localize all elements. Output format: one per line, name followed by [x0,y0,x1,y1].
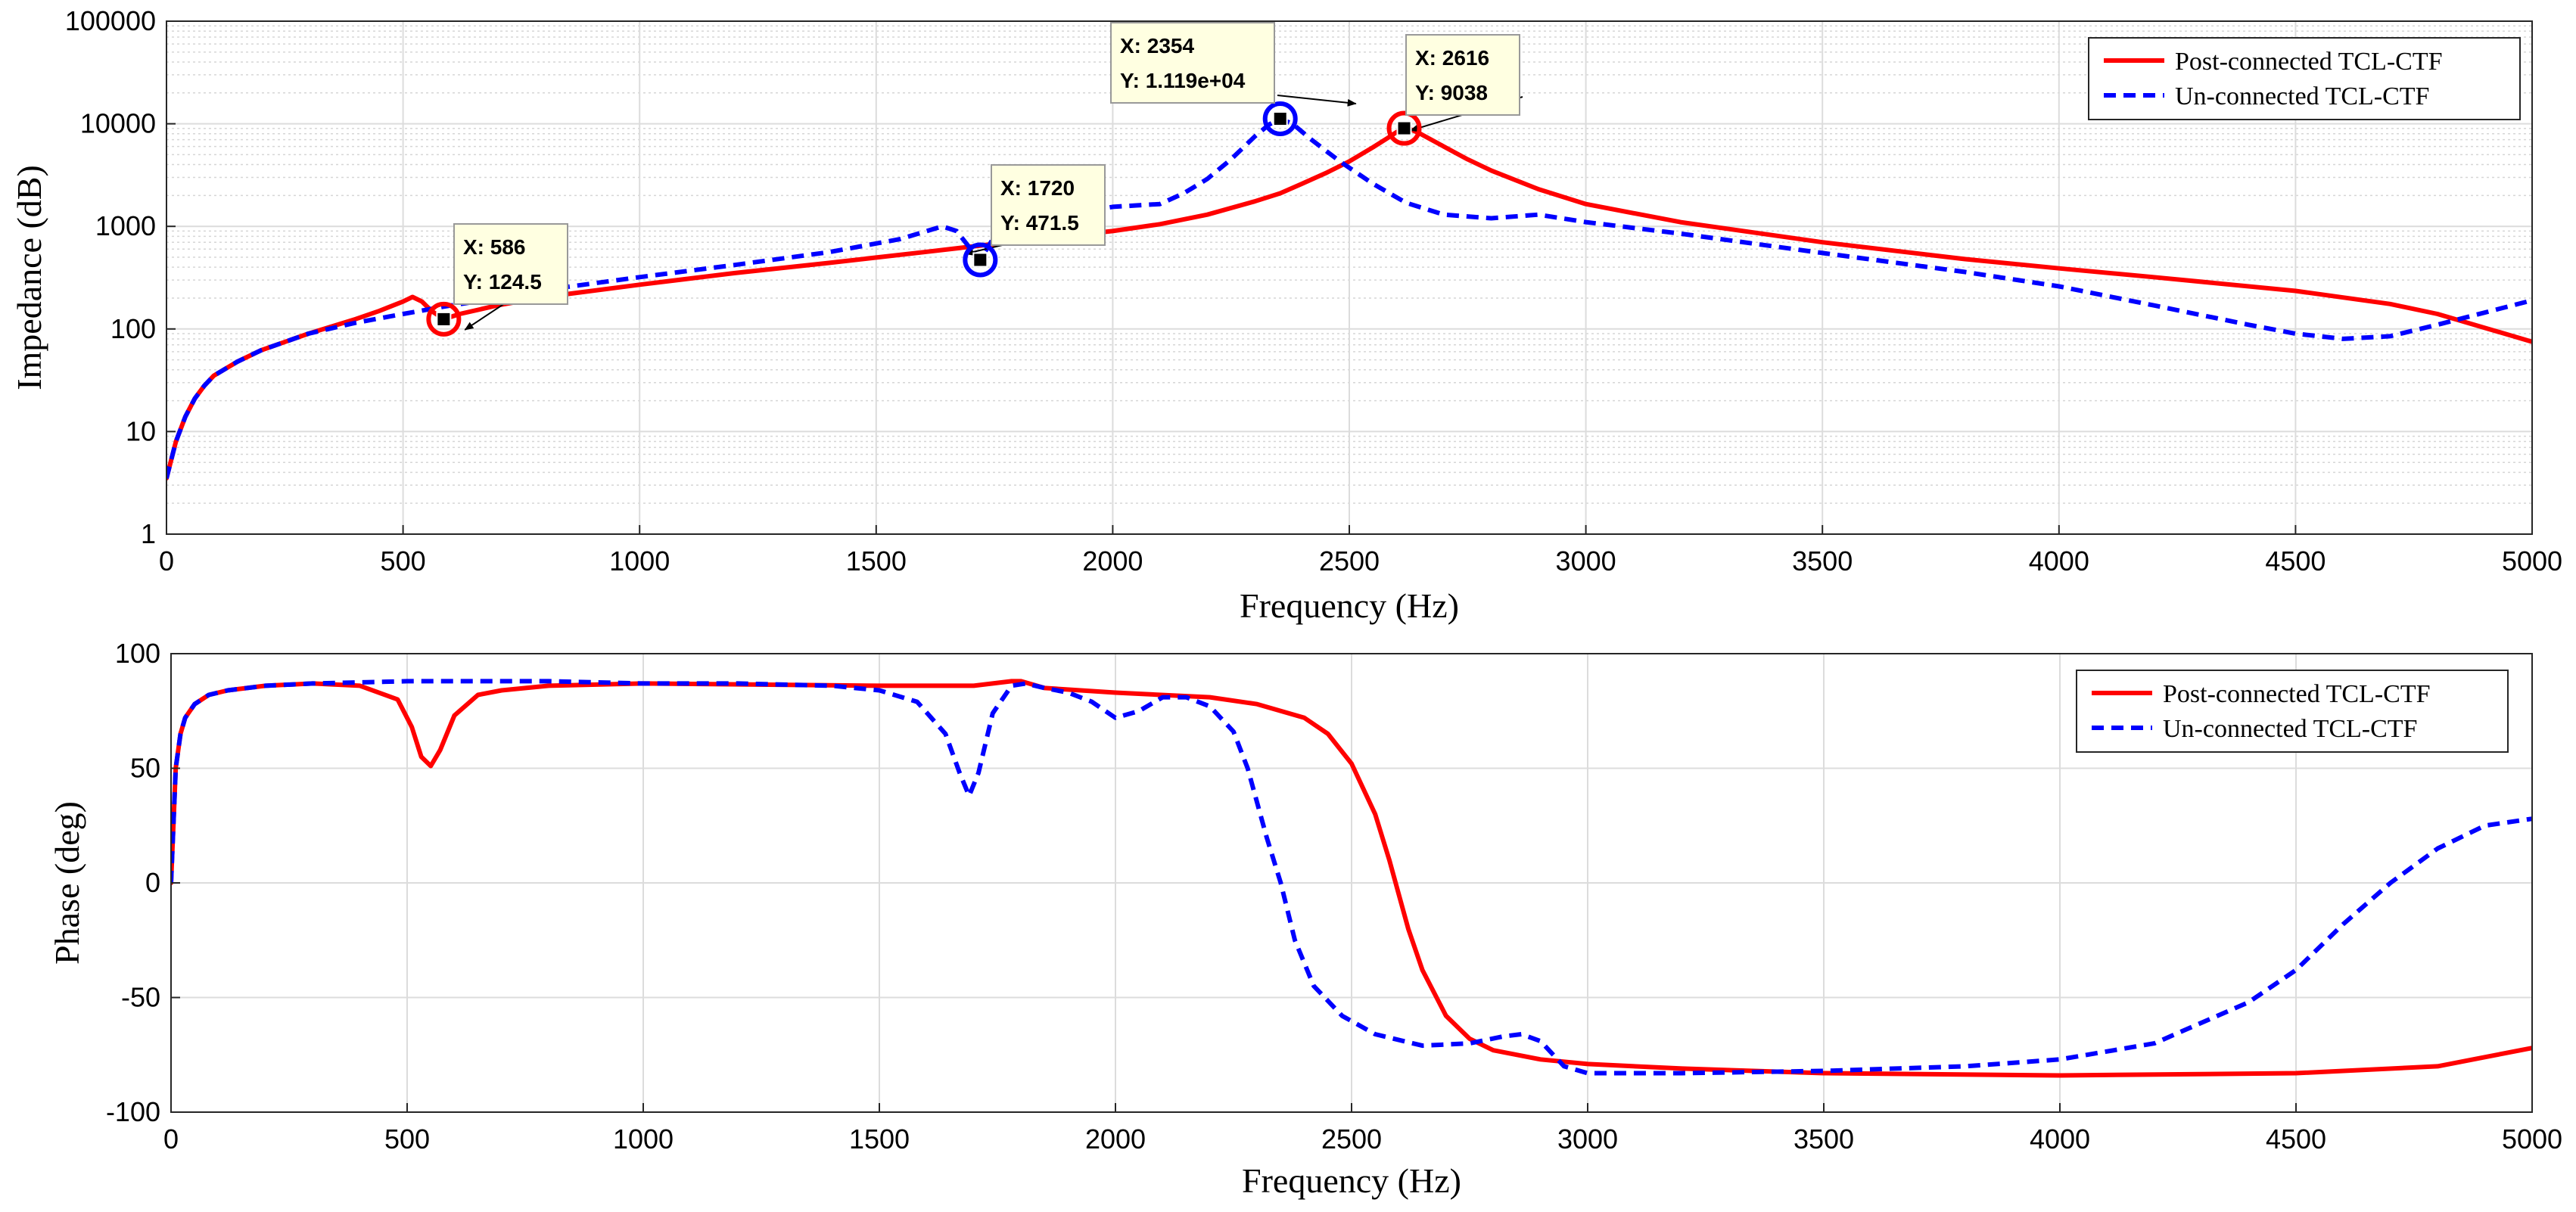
impedance-tick-labels: 0 500 1000 1500 2000 2500 3000 3500 4000 4500 5000… [65,5,2562,576]
x-tick-label: 1500 [846,545,907,576]
series-line-post-connected [166,126,2532,481]
datatip-arrow [1277,95,1357,107]
datatip-y-label: Y: 124.5 [463,270,542,294]
y-tick-label: -50 [121,982,160,1013]
x-tick-label: 4000 [2030,1123,2090,1155]
phase-legend-label-post: Post-connected TCL-CTF [2163,680,2431,708]
series-line-un-connected [166,117,2532,479]
y-tick-label: 50 [130,753,160,784]
x-tick-label: 2500 [1319,545,1380,576]
impedance-legend-box [2088,37,2521,120]
x-tick-label: 0 [163,1123,179,1155]
datatip-x-label: X: 2354 [1120,34,1194,57]
y-tick-label: 10 [126,415,156,446]
x-tick-label: 5000 [2502,545,2562,576]
y-tick-label: 1 [141,518,156,549]
y-tick-label: 1000 [95,210,156,241]
phase-ylabel: Phase (deg) [48,801,86,965]
impedance-plot: X: 586 Y: 124.5 X: 1720 Y: 471.5 X: 2354 Y: 1… [10,5,2562,625]
y-tick-label: 100000 [65,5,156,36]
datatip-marker[interactable] [972,252,988,268]
datatip-marker-ring[interactable] [963,242,998,278]
x-tick-label: 500 [381,545,426,576]
datatip-x-label: X: 2616 [1415,46,1489,70]
datatip-marker[interactable] [436,311,452,327]
phase-legend-label-un: Un-connected TCL-CTF [2163,715,2417,743]
x-tick-label: 4500 [2265,545,2326,576]
datatip-y-label: Y: 1.119e+04 [1120,69,1246,92]
datatip-box[interactable] [453,223,568,305]
x-tick-label: 500 [384,1123,430,1155]
impedance-series [166,117,2532,481]
x-tick-label: 1500 [849,1123,910,1155]
impedance-ylabel: Impedance (dB) [10,165,48,390]
impedance-datatips: X: 586 Y: 124.5 X: 1720 Y: 471.5 X: 2354 Y: 1… [426,22,1523,337]
datatip-x-label: X: 1720 [1000,176,1075,200]
datatip-box[interactable] [1405,34,1520,116]
series-line-un-connected [171,679,2532,1076]
datatip-box[interactable] [1110,22,1275,104]
datatip-x-label: X: 586 [463,235,526,259]
x-tick-label: 1000 [613,1123,674,1155]
series-line-post-connected [171,679,2532,1078]
x-tick-label: 3000 [1556,545,1616,576]
x-tick-label: 3500 [1792,545,1853,576]
phase-series [171,679,2532,1078]
x-tick-label: 5000 [2502,1123,2562,1155]
x-tick-label: 4000 [2029,545,2089,576]
phase-xlabel: Frequency (Hz) [1242,1161,1461,1200]
datatip-marker-ring[interactable] [1262,101,1298,136]
y-tick-label: 0 [145,867,160,898]
x-tick-label: 2000 [1085,1123,1146,1155]
datatip-marker[interactable] [1272,110,1288,126]
x-tick-label: 4500 [2266,1123,2326,1155]
phase-legend: Post-connected TCL-CTF Un-connected TCL-… [2076,670,2509,753]
impedance-legend-label-un: Un-connected TCL-CTF [2175,82,2429,110]
phase-tick-labels: 0 500 1000 1500 2000 2500 3000 3500 4000 4500 5000… [106,638,2562,1155]
datatip-y-label: Y: 471.5 [1000,211,1079,235]
x-tick-label: 3500 [1794,1123,1854,1155]
y-tick-label: 100 [115,638,160,669]
impedance-legend-label-post: Post-connected TCL-CTF [2175,48,2443,76]
datatip-marker-ring[interactable] [1386,110,1422,146]
datatip-box[interactable] [991,164,1106,246]
datatip-marker-ring[interactable] [426,301,462,337]
x-tick-label: 3000 [1557,1123,1618,1155]
phase-plot: 0 500 1000 1500 2000 2500 3000 3500 4000 4500 5000… [48,638,2562,1200]
impedance-xlabel: Frequency (Hz) [1240,586,1459,625]
x-tick-label: 2500 [1321,1123,1382,1155]
phase-legend-box [2076,670,2509,753]
x-tick-label: 0 [159,545,174,576]
datatip-y-label: Y: 9038 [1415,81,1488,104]
x-tick-label: 1000 [609,545,670,576]
y-tick-label: -100 [106,1096,160,1127]
x-tick-label: 2000 [1082,545,1143,576]
y-tick-label: 10000 [80,108,156,139]
y-tick-label: 100 [110,313,156,344]
datatip-marker[interactable] [1396,120,1412,136]
impedance-legend: Post-connected TCL-CTF Un-connected TCL-… [2088,37,2521,120]
